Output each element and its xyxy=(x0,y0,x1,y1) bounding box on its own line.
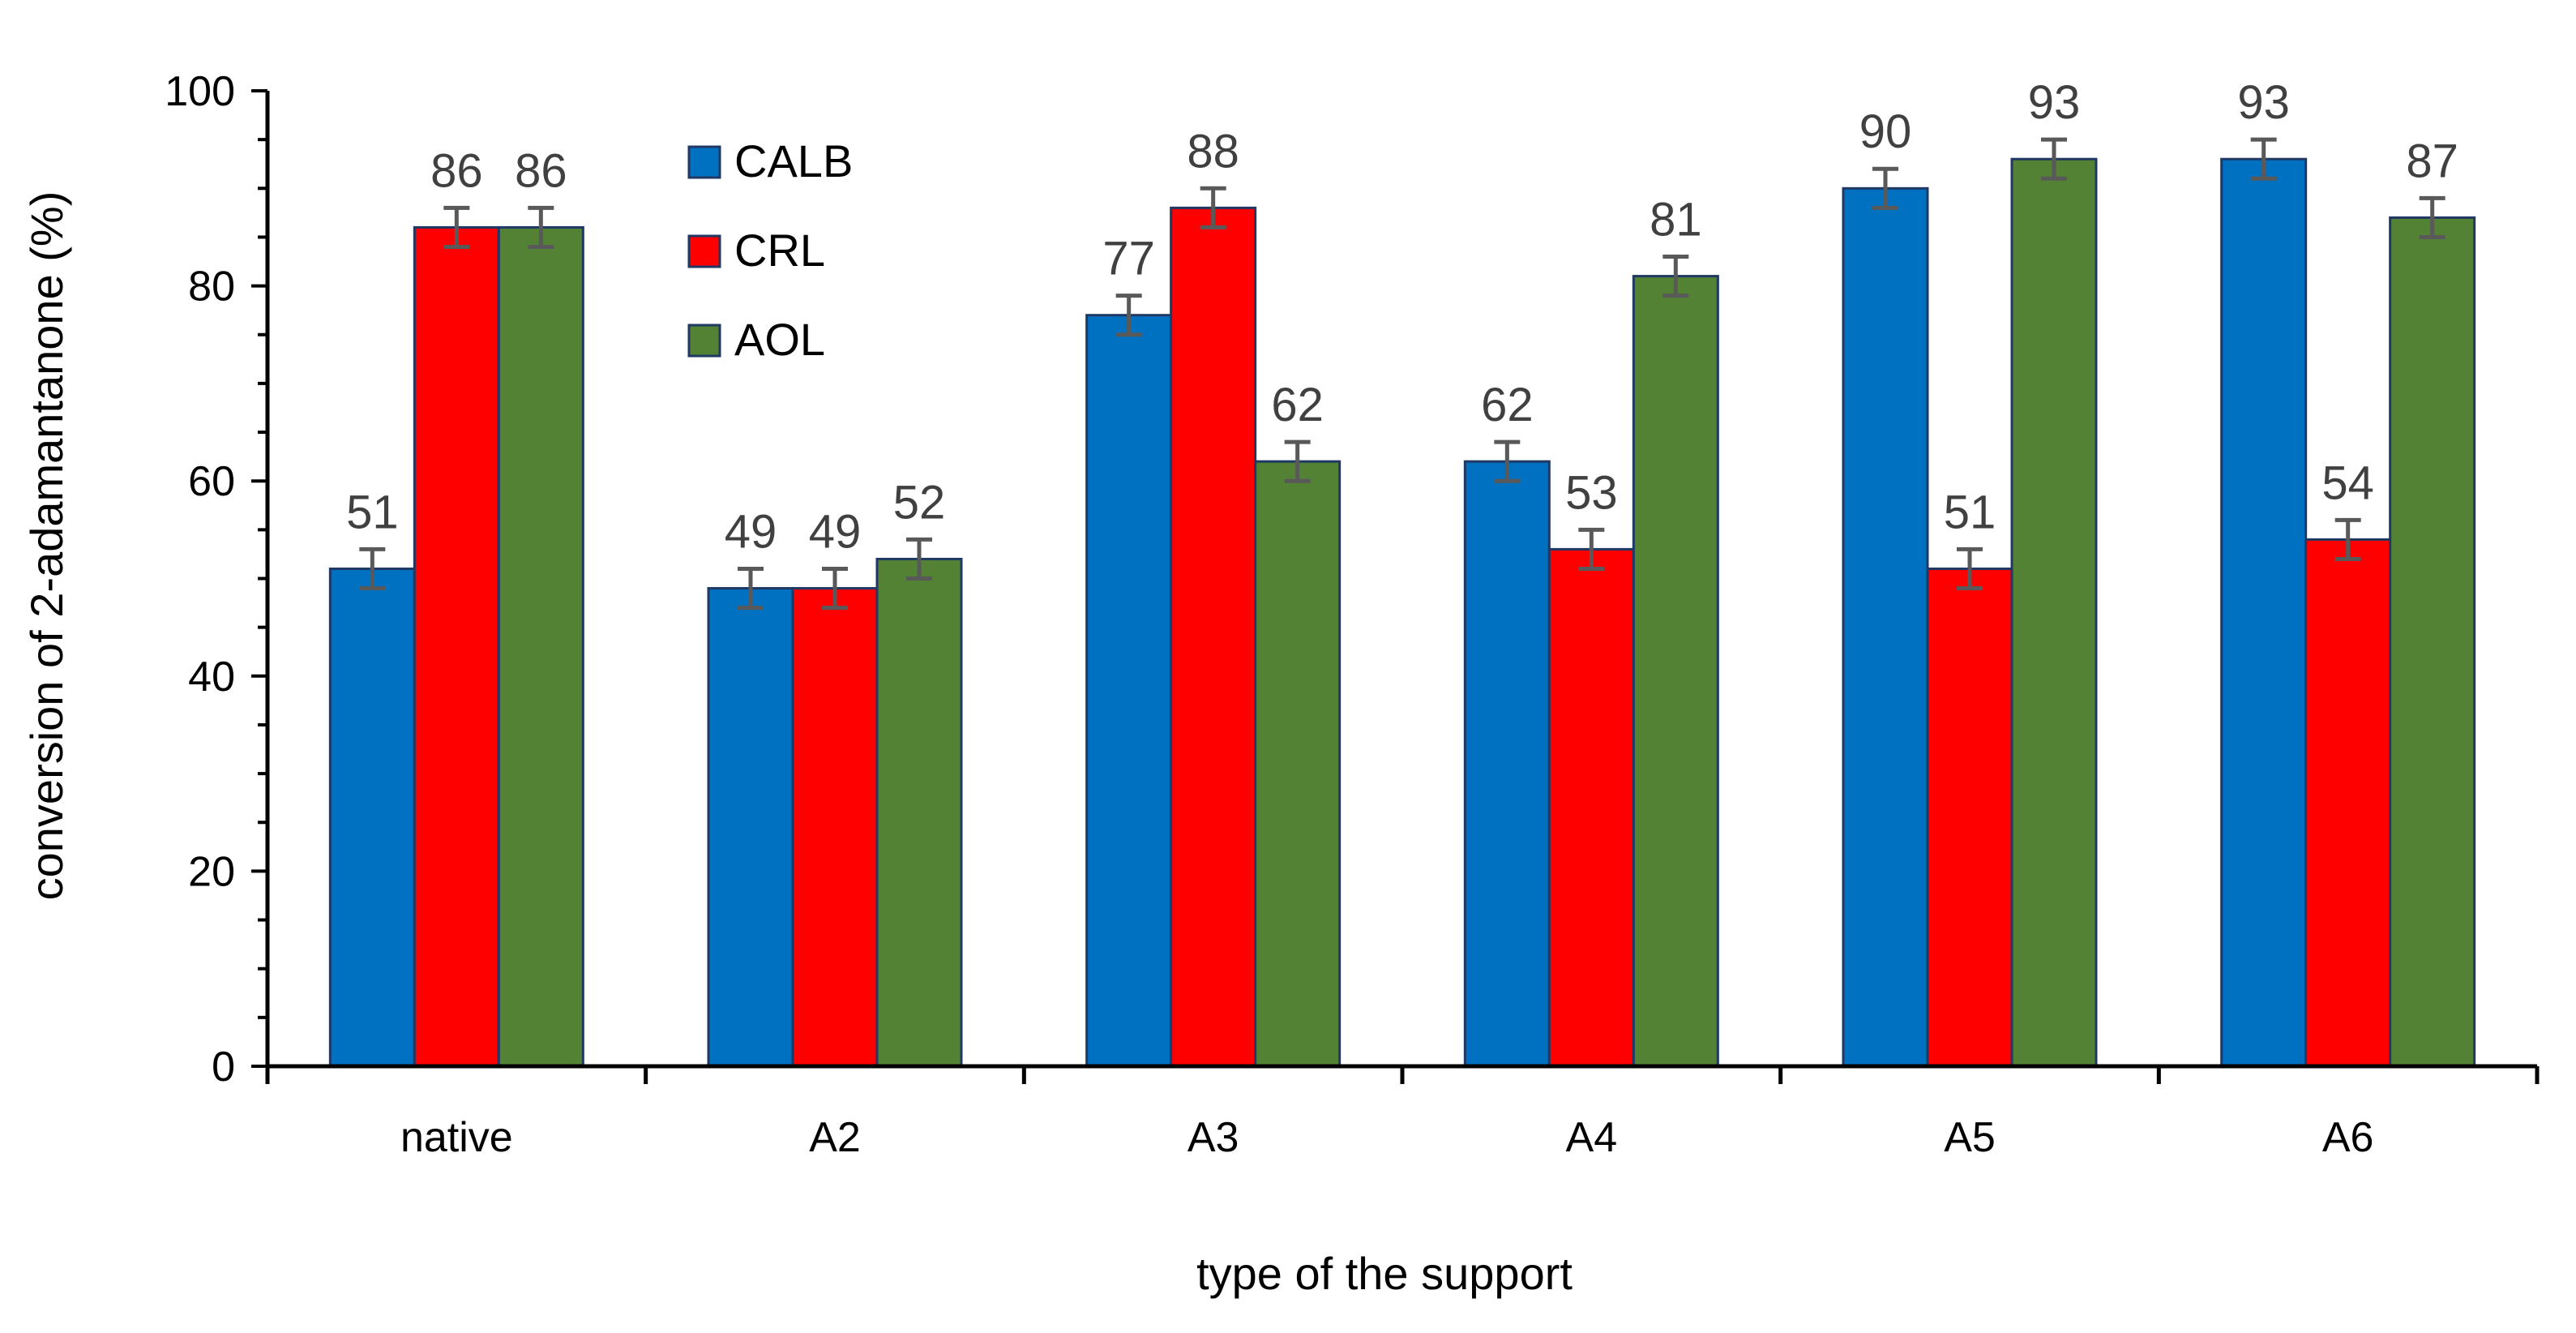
data-label-calb-a3: 77 xyxy=(1102,233,1155,285)
legend-label-aol: AOL xyxy=(734,314,825,365)
y-tick-label-0: 0 xyxy=(212,1044,235,1091)
y-tick-label-60: 60 xyxy=(188,458,235,505)
x-tick-label-a2: A2 xyxy=(809,1114,861,1161)
x-tick-label-native: native xyxy=(400,1114,513,1161)
bar-calb-a6 xyxy=(2220,157,2308,1068)
bar-crl-a5 xyxy=(1926,567,2013,1068)
x-tick-label-a5: A5 xyxy=(1944,1114,1996,1161)
data-label-calb-a2: 49 xyxy=(725,505,777,558)
data-label-crl-native: 86 xyxy=(430,144,483,197)
y-axis-title: conversion of 2-adamantanone (%) xyxy=(21,191,72,901)
legend-swatch-crl xyxy=(687,234,721,268)
legend-swatch-aol xyxy=(687,324,721,358)
legend-swatch-calb xyxy=(687,145,721,179)
bar-crl-a3 xyxy=(1170,206,1257,1068)
legend-label-crl: CRL xyxy=(734,225,825,276)
bar-crl-a4 xyxy=(1547,547,1635,1068)
legend: CALB CRL AOL xyxy=(687,135,853,365)
data-label-crl-a6: 54 xyxy=(2321,456,2374,509)
bar-aol-a5 xyxy=(2010,157,2098,1068)
data-label-calb-a4: 62 xyxy=(1481,379,1534,431)
legend-label-calb: CALB xyxy=(734,135,853,186)
bar-aol-a6 xyxy=(2389,216,2476,1068)
y-tick-label-100: 100 xyxy=(165,68,235,115)
axes-layer: native A2 A3 A4 A5 A6 0 20 40 60 80 100 xyxy=(165,68,2540,1161)
bar-aol-a2 xyxy=(875,557,963,1068)
bars-layer xyxy=(328,157,2476,1068)
data-label-calb-a6: 93 xyxy=(2237,76,2290,129)
data-label-aol-a3: 62 xyxy=(1271,379,1324,431)
error-bars-layer xyxy=(359,137,2445,611)
data-label-crl-a2: 49 xyxy=(809,505,862,558)
data-label-calb-native: 51 xyxy=(346,486,399,538)
y-tick-label-40: 40 xyxy=(188,654,235,701)
data-label-aol-native: 86 xyxy=(515,144,567,197)
bar-crl-a6 xyxy=(2304,538,2392,1068)
x-axis-title: type of the support xyxy=(1196,1248,1573,1299)
data-label-aol-a4: 81 xyxy=(1650,194,1702,246)
bar-aol-a4 xyxy=(1632,275,1719,1068)
y-tick-label-80: 80 xyxy=(188,264,235,311)
data-label-crl-a4: 53 xyxy=(1565,466,1618,519)
bar-crl-a2 xyxy=(791,587,879,1068)
bar-calb-a4 xyxy=(1463,460,1551,1068)
data-label-aol-a5: 93 xyxy=(2028,76,2081,129)
bar-aol-a3 xyxy=(1254,460,1341,1068)
x-tick-label-a6: A6 xyxy=(2322,1114,2374,1161)
bar-crl-native xyxy=(413,225,500,1068)
data-label-aol-a2: 52 xyxy=(893,476,946,529)
data-label-calb-a5: 90 xyxy=(1859,105,1912,158)
x-tick-label-a3: A3 xyxy=(1187,1114,1239,1161)
bar-calb-native xyxy=(328,567,416,1068)
bar-calb-a2 xyxy=(707,587,794,1068)
data-labels-layer: 51 86 86 49 49 52 77 88 62 62 53 81 90 51 93 93 54 87 xyxy=(346,76,2458,558)
data-label-aol-a6: 87 xyxy=(2406,135,2458,187)
y-tick-label-20: 20 xyxy=(188,848,235,895)
x-tick-label-a4: A4 xyxy=(1566,1114,1618,1161)
data-label-crl-a3: 88 xyxy=(1187,125,1239,178)
bar-aol-native xyxy=(497,225,584,1068)
bar-calb-a5 xyxy=(1842,186,1929,1068)
bar-calb-a3 xyxy=(1085,314,1173,1068)
data-label-crl-a5: 51 xyxy=(1944,486,1996,538)
